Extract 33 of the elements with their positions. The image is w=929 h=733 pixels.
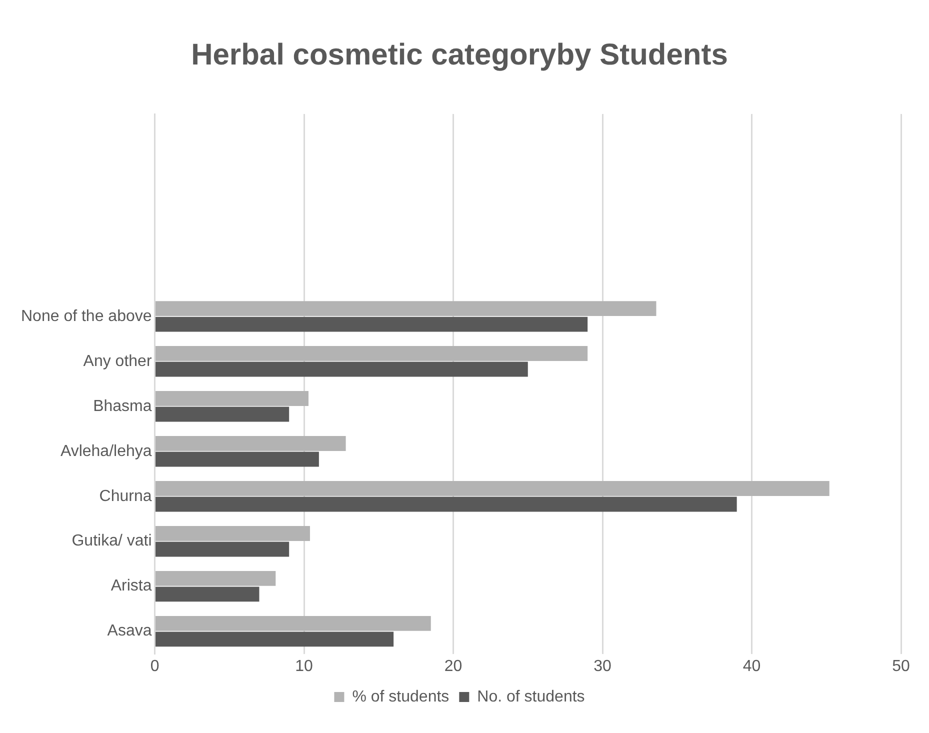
y-tick-label: Gutika/ vati bbox=[72, 532, 152, 550]
bar bbox=[156, 316, 588, 332]
x-tick-label: 30 bbox=[594, 658, 612, 675]
bar bbox=[156, 346, 588, 362]
bar bbox=[156, 481, 830, 496]
bar bbox=[156, 616, 431, 631]
legend-label: % of students bbox=[352, 688, 450, 706]
legend-label: No. of students bbox=[477, 688, 585, 706]
x-tick-label: 40 bbox=[742, 658, 761, 675]
bar bbox=[156, 301, 656, 316]
y-tick-label: Any other bbox=[83, 352, 152, 370]
bar bbox=[156, 526, 310, 541]
x-tick-label: 20 bbox=[444, 658, 462, 675]
bar bbox=[156, 632, 394, 647]
y-tick-label: Arista bbox=[110, 578, 152, 595]
bar bbox=[156, 542, 290, 557]
x-tick-label: 10 bbox=[295, 658, 314, 675]
bar bbox=[156, 406, 290, 422]
x-tick-label: 50 bbox=[892, 658, 910, 675]
chart-title: Herbal cosmetic categoryby Students bbox=[191, 38, 728, 72]
bar bbox=[156, 436, 346, 451]
y-tick-label: Asava bbox=[107, 622, 152, 640]
y-tick-label: None of the above bbox=[21, 308, 152, 325]
bar bbox=[156, 586, 260, 602]
y-tick-label: Avleha/lehya bbox=[60, 442, 152, 460]
x-tick-label: 0 bbox=[150, 658, 160, 675]
bar bbox=[156, 570, 276, 586]
y-tick-label: Bhasma bbox=[93, 398, 152, 415]
y-tick-label: Churna bbox=[99, 488, 152, 505]
bar bbox=[156, 391, 308, 406]
bar bbox=[156, 362, 528, 377]
bar bbox=[156, 452, 319, 467]
bar bbox=[156, 496, 737, 512]
